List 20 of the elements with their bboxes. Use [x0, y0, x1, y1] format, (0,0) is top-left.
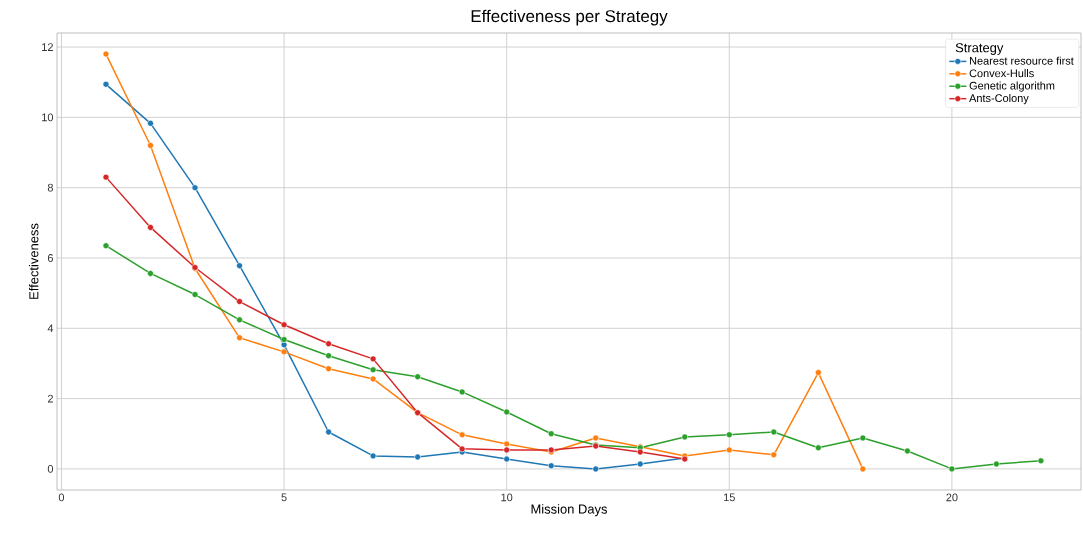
y-tick-label: 10 — [42, 113, 54, 122]
legend-label: Convex-Hulls — [969, 69, 1034, 78]
y-tick-label: 0 — [47, 465, 54, 473]
legend-title: Strategy — [955, 43, 1004, 55]
x-tick-label: 20 — [946, 493, 958, 502]
y-tick-label: 6 — [47, 254, 53, 262]
x-tick-label: 0 — [58, 493, 65, 502]
x-tick-label: 10 — [501, 493, 513, 502]
y-tick-label: 4 — [47, 324, 54, 333]
legend-label: Nearest resource first — [969, 56, 1074, 65]
x-tick-label: 15 — [724, 493, 735, 502]
chart-title: Effectiveness per Strategy — [471, 9, 668, 26]
y-tick-label: 12 — [42, 43, 53, 51]
legend-label: Genetic algorithm — [969, 81, 1055, 92]
legend-label: Ants-Colony — [969, 93, 1029, 105]
x-tick-label: 5 — [281, 493, 287, 502]
y-tick-label: 2 — [47, 394, 53, 403]
y-tick-label: 8 — [47, 183, 53, 192]
x-axis-title: Mission Days — [531, 504, 608, 517]
y-axis-title: Effectiveness — [28, 223, 39, 299]
